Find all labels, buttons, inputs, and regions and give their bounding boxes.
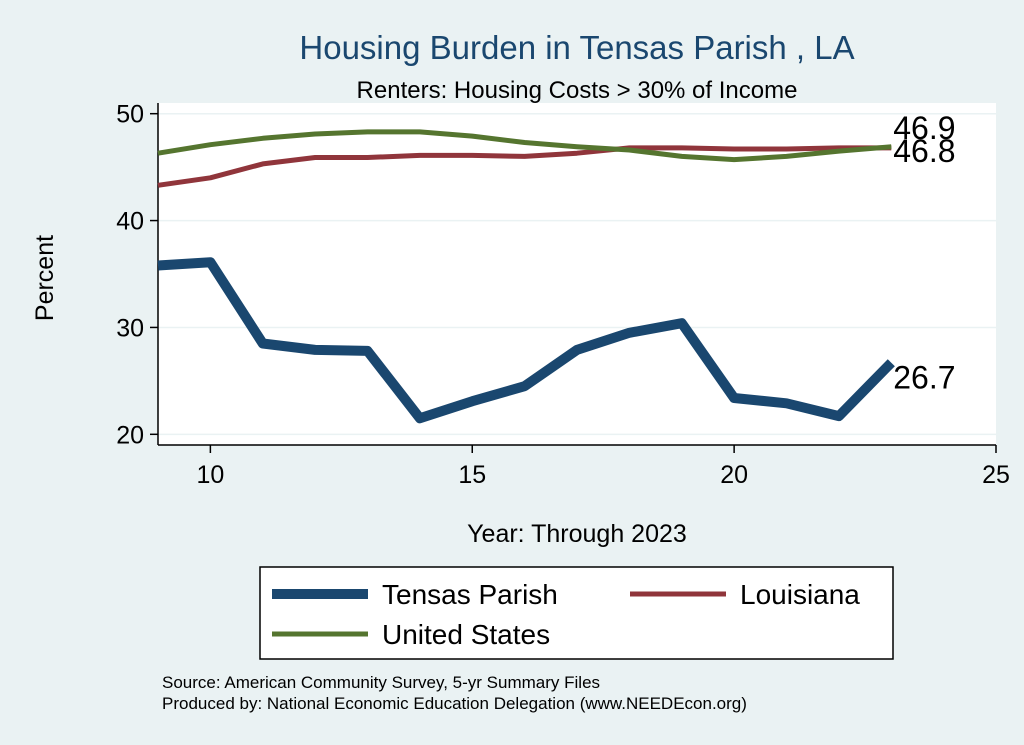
legend-label-tensas-parish: Tensas Parish <box>382 579 558 610</box>
series-line-united-states <box>157 129 892 163</box>
x-tick-label: 20 <box>720 461 748 489</box>
x-tick-label: 15 <box>458 461 486 489</box>
legend-label-louisiana: Louisiana <box>740 579 860 610</box>
y-ticks: 20 30 40 50 <box>116 101 158 449</box>
source-note: Source: American Community Survey, 5-yr … <box>162 673 600 692</box>
end-labels: 26.7 46.846.9 <box>893 110 955 396</box>
y-tick-label: 20 <box>116 421 144 449</box>
x-tick-label: 10 <box>196 461 224 489</box>
series-line-tensas-parish <box>157 257 895 424</box>
gridlines <box>158 112 996 436</box>
end-label-tensas-parish: 26.7 <box>893 360 955 396</box>
y-tick-label: 40 <box>116 208 144 236</box>
series-layer <box>157 129 895 424</box>
series-line-louisiana <box>157 145 892 188</box>
y-axis-title: Percent <box>31 235 59 321</box>
chart-subtitle: Renters: Housing Costs > 30% of Income <box>357 77 798 104</box>
chart-title: Housing Burden in Tensas Parish , LA <box>299 29 854 66</box>
y-tick-label: 30 <box>116 314 144 342</box>
legend-label-united-states: United States <box>382 619 550 650</box>
y-tick-label: 50 <box>116 101 144 129</box>
legend <box>259 566 894 660</box>
producer-note: Produced by: National Economic Education… <box>162 694 747 713</box>
x-ticks: 10 15 20 25 <box>196 445 1010 489</box>
legend-items: Tensas Parish Louisiana United States <box>272 579 860 650</box>
x-tick-label: 25 <box>982 461 1010 489</box>
x-axis-title: Year: Through 2023 <box>467 520 687 548</box>
end-label-united-states: 46.9 <box>893 110 955 146</box>
end-label-louisiana: 46.8 <box>893 133 955 169</box>
